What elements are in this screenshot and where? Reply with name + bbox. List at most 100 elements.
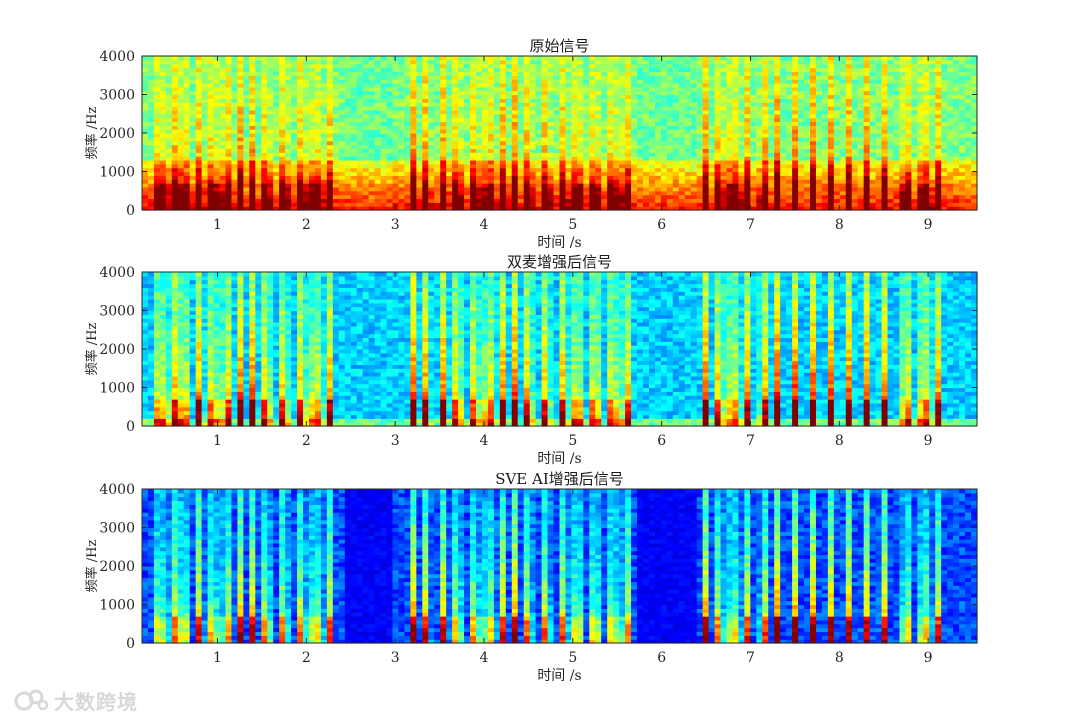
heatmap-cell: [660, 136, 668, 142]
heatmap-cell: [505, 144, 513, 149]
heatmap-cell: [356, 59, 364, 65]
heatmap-cell: [577, 206, 584, 211]
heatmap-cell: [583, 183, 590, 188]
heatmap-cell: [362, 86, 370, 92]
heatmap-cell: [571, 59, 578, 65]
heatmap-cell: [732, 63, 740, 69]
heatmap-cell: [786, 121, 793, 126]
heatmap-cell: [279, 156, 286, 161]
heatmap-cell: [428, 183, 435, 188]
heatmap-cell: [672, 56, 680, 61]
heatmap-cell: [458, 198, 465, 203]
heatmap-cell: [487, 109, 495, 115]
heatmap-cell: [285, 125, 292, 130]
heatmap-cell: [577, 144, 584, 149]
heatmap-cell: [672, 171, 680, 176]
heatmap-cell: [571, 106, 578, 111]
heatmap-cell: [219, 63, 227, 69]
heatmap-cell: [523, 144, 531, 149]
heatmap-cell: [237, 79, 244, 84]
heatmap-cell: [553, 140, 561, 146]
heatmap-cell: [821, 175, 829, 180]
heatmap-cell: [762, 175, 769, 180]
heatmap-cell: [464, 202, 471, 207]
heatmap-cell: [702, 90, 710, 96]
heatmap-cell: [559, 90, 567, 96]
heatmap-cell: [547, 198, 555, 203]
heatmap-cell: [464, 144, 471, 149]
heatmap-cell: [177, 98, 185, 103]
heatmap-cell: [827, 82, 835, 88]
heatmap-cell: [815, 175, 823, 180]
heatmap-cell: [780, 67, 787, 72]
heatmap-cell: [332, 144, 340, 149]
heatmap-cell: [827, 71, 835, 76]
heatmap-cell: [255, 82, 262, 88]
heatmap-cell: [392, 202, 400, 207]
heatmap-cell: [261, 167, 268, 173]
heatmap-cell: [142, 163, 149, 169]
heatmap-cell: [332, 156, 340, 161]
heatmap-cell: [231, 202, 239, 207]
heatmap-cell: [326, 109, 334, 115]
heatmap-cell: [804, 82, 811, 88]
heatmap-cell: [821, 183, 829, 188]
heatmap-cell: [291, 159, 298, 165]
heatmap-cell: [249, 79, 256, 84]
heatmap-cell: [827, 194, 835, 200]
heatmap-cell: [619, 167, 626, 173]
heatmap-cell: [857, 133, 865, 138]
heatmap-cell: [523, 117, 531, 123]
heatmap-cell: [613, 121, 620, 126]
heatmap-cell: [291, 167, 298, 173]
heatmap-cell: [517, 67, 525, 72]
heatmap-cell: [708, 179, 716, 184]
heatmap-cell: [231, 167, 239, 173]
heatmap-cell: [619, 98, 626, 103]
heatmap-cell: [458, 56, 465, 61]
heatmap-cell: [326, 129, 334, 134]
heatmap-cell: [374, 167, 382, 173]
heatmap-cell: [523, 156, 531, 161]
heatmap-cell: [768, 186, 775, 192]
heatmap-cell: [464, 194, 471, 200]
heatmap-cell: [654, 198, 662, 203]
heatmap-cell: [684, 159, 692, 165]
heatmap-cell: [291, 186, 298, 192]
heatmap-cell: [195, 75, 203, 80]
heatmap-cell: [547, 144, 555, 149]
heatmap-cell: [851, 156, 859, 161]
heatmap-cell: [857, 86, 865, 92]
heatmap-cell: [243, 190, 250, 196]
heatmap-cell: [297, 102, 304, 107]
heatmap-cell: [589, 194, 596, 200]
heatmap-cell: [821, 90, 829, 96]
heatmap-cell: [762, 102, 769, 107]
heatmap-cell: [666, 171, 674, 176]
heatmap-cell: [666, 113, 674, 119]
heatmap-cell: [631, 90, 638, 96]
heatmap-cell: [481, 206, 489, 211]
heatmap-cell: [398, 190, 406, 196]
heatmap-cell: [464, 79, 471, 84]
heatmap-cell: [493, 206, 501, 211]
heatmap-cell: [458, 202, 465, 207]
heatmap-cell: [654, 152, 662, 157]
heatmap-cell: [690, 102, 698, 107]
heatmap-cell: [374, 125, 382, 130]
heatmap-cell: [708, 156, 716, 161]
heatmap-cell: [762, 206, 769, 211]
heatmap-cell: [171, 113, 179, 119]
heatmap-cell: [505, 129, 513, 134]
heatmap-cell: [338, 71, 346, 76]
heatmap-cell: [499, 79, 507, 84]
heatmap-cell: [654, 121, 662, 126]
heatmap-cell: [249, 194, 256, 200]
heatmap-cell: [452, 113, 459, 119]
heatmap-cell: [338, 148, 346, 153]
heatmap-cell: [380, 186, 388, 192]
heatmap-cell: [404, 86, 411, 92]
heatmap-cell: [654, 113, 662, 119]
heatmap-cell: [159, 82, 167, 88]
heatmap-cell: [291, 206, 298, 211]
